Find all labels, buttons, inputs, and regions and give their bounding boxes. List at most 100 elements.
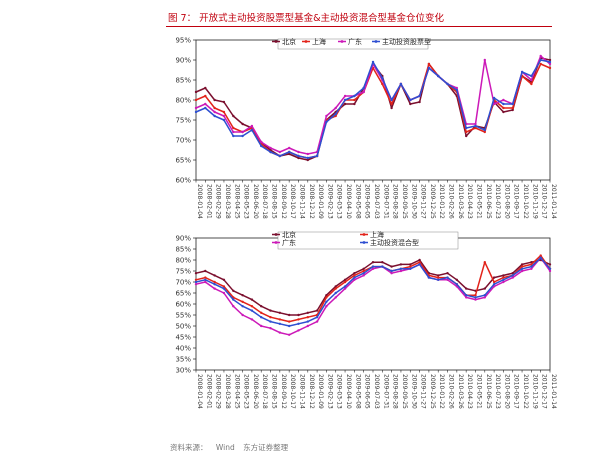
- series-point: [418, 258, 421, 262]
- series-point: [409, 102, 412, 106]
- series-point: [204, 278, 207, 281]
- source-item-orient: 东方证券整理: [243, 443, 289, 452]
- x-tick-label: 2010-09-17: [513, 374, 520, 409]
- x-tick-label: 2008-01-04: [196, 184, 203, 219]
- series-point: [371, 261, 375, 264]
- x-tick-label: 2008-07-18: [261, 184, 268, 219]
- series-point: [241, 130, 244, 134]
- legend-marker: [304, 40, 308, 43]
- series-point: [297, 329, 300, 332]
- series-point: [511, 274, 514, 277]
- y-tick-label: 85%: [175, 246, 191, 254]
- series-point: [241, 122, 244, 126]
- series-point: [390, 269, 393, 273]
- y-tick-label: 80%: [175, 257, 191, 265]
- series-point: [381, 82, 384, 86]
- series-point: [334, 285, 337, 288]
- x-tick-label: 2010-02-26: [448, 374, 455, 409]
- y-tick-label: 40%: [175, 345, 191, 353]
- series-point: [474, 122, 477, 126]
- series-point: [194, 90, 198, 94]
- x-tick-label: 2009-03-13: [336, 184, 343, 219]
- series-point: [502, 106, 505, 110]
- series-point: [288, 150, 291, 154]
- series-point: [455, 88, 458, 92]
- series-point: [362, 267, 365, 270]
- series-point: [222, 285, 226, 288]
- series-point: [492, 276, 496, 279]
- series-point: [306, 320, 309, 323]
- series-point: [315, 320, 319, 323]
- series-point: [362, 274, 365, 277]
- x-tick-label: 2008-04-25: [233, 184, 240, 219]
- series-point: [297, 322, 300, 325]
- series-point: [194, 280, 198, 284]
- series-point: [381, 261, 384, 264]
- series-point: [194, 283, 198, 286]
- series-point: [381, 265, 384, 268]
- series-point: [232, 126, 235, 130]
- series-point: [362, 86, 365, 90]
- x-tick-label: 2008-06-20: [252, 184, 259, 219]
- series-point: [306, 156, 309, 160]
- x-tick-label: 2009-12-25: [429, 184, 436, 219]
- series-point: [278, 154, 281, 158]
- series-point: [204, 94, 207, 98]
- x-tick-label: 2009-08-28: [392, 184, 399, 219]
- x-tick-label: 2010-09-17: [513, 184, 520, 219]
- series-point: [222, 291, 226, 295]
- series-point: [409, 263, 412, 266]
- series-point: [232, 130, 235, 134]
- x-tick-label: 2010-05-21: [475, 374, 482, 409]
- legend-marker: [274, 233, 278, 236]
- series-point: [260, 324, 263, 328]
- legend-box: [277, 231, 459, 250]
- series-point: [222, 114, 226, 118]
- series-point: [548, 263, 552, 266]
- series-point: [334, 296, 337, 299]
- x-tick-label: 2008-10-17: [289, 374, 296, 409]
- series-point: [474, 126, 477, 130]
- series-point: [520, 263, 524, 266]
- series-point: [269, 146, 272, 150]
- series-point: [502, 276, 505, 279]
- series-point: [343, 278, 347, 281]
- series-point: [213, 98, 216, 102]
- series-point: [250, 305, 254, 308]
- series-point: [269, 150, 272, 154]
- source-item-wind: Wind: [215, 443, 235, 452]
- x-tick-label: 2008-02-01: [205, 374, 212, 409]
- x-tick-label: 2010-08-20: [503, 374, 510, 409]
- series-point: [353, 98, 356, 102]
- series-point: [353, 274, 356, 277]
- series-point: [399, 269, 403, 273]
- y-tick-label: 90%: [175, 57, 191, 65]
- series-point: [474, 294, 477, 297]
- series-point: [343, 102, 347, 106]
- series-point: [194, 272, 198, 275]
- x-tick-label: 2008-12-12: [308, 184, 315, 219]
- series-point: [502, 278, 505, 281]
- y-tick-label: 50%: [175, 323, 191, 331]
- series-point: [530, 82, 533, 86]
- series-point: [222, 287, 226, 290]
- series-point: [288, 313, 291, 317]
- x-tick-label: 2008-01-04: [196, 374, 203, 409]
- series-point: [390, 106, 393, 110]
- y-tick-label: 75%: [175, 268, 191, 276]
- y-tick-label: 70%: [175, 279, 191, 287]
- series-point: [530, 74, 533, 78]
- y-tick-label: 75%: [175, 117, 191, 125]
- x-tick-label: 2010-05-21: [475, 184, 482, 219]
- x-tick-label: 2008-02-29: [215, 184, 222, 219]
- x-tick-label: 2008-03-28: [224, 184, 231, 219]
- series-point: [502, 110, 505, 114]
- series-point: [502, 274, 505, 277]
- series-point: [232, 134, 235, 138]
- series-point: [362, 272, 365, 275]
- legend-marker: [274, 40, 278, 43]
- x-tick-label: 2009-07-31: [382, 374, 389, 409]
- series-point: [343, 280, 347, 284]
- series-point: [539, 256, 542, 259]
- series-point: [204, 86, 207, 90]
